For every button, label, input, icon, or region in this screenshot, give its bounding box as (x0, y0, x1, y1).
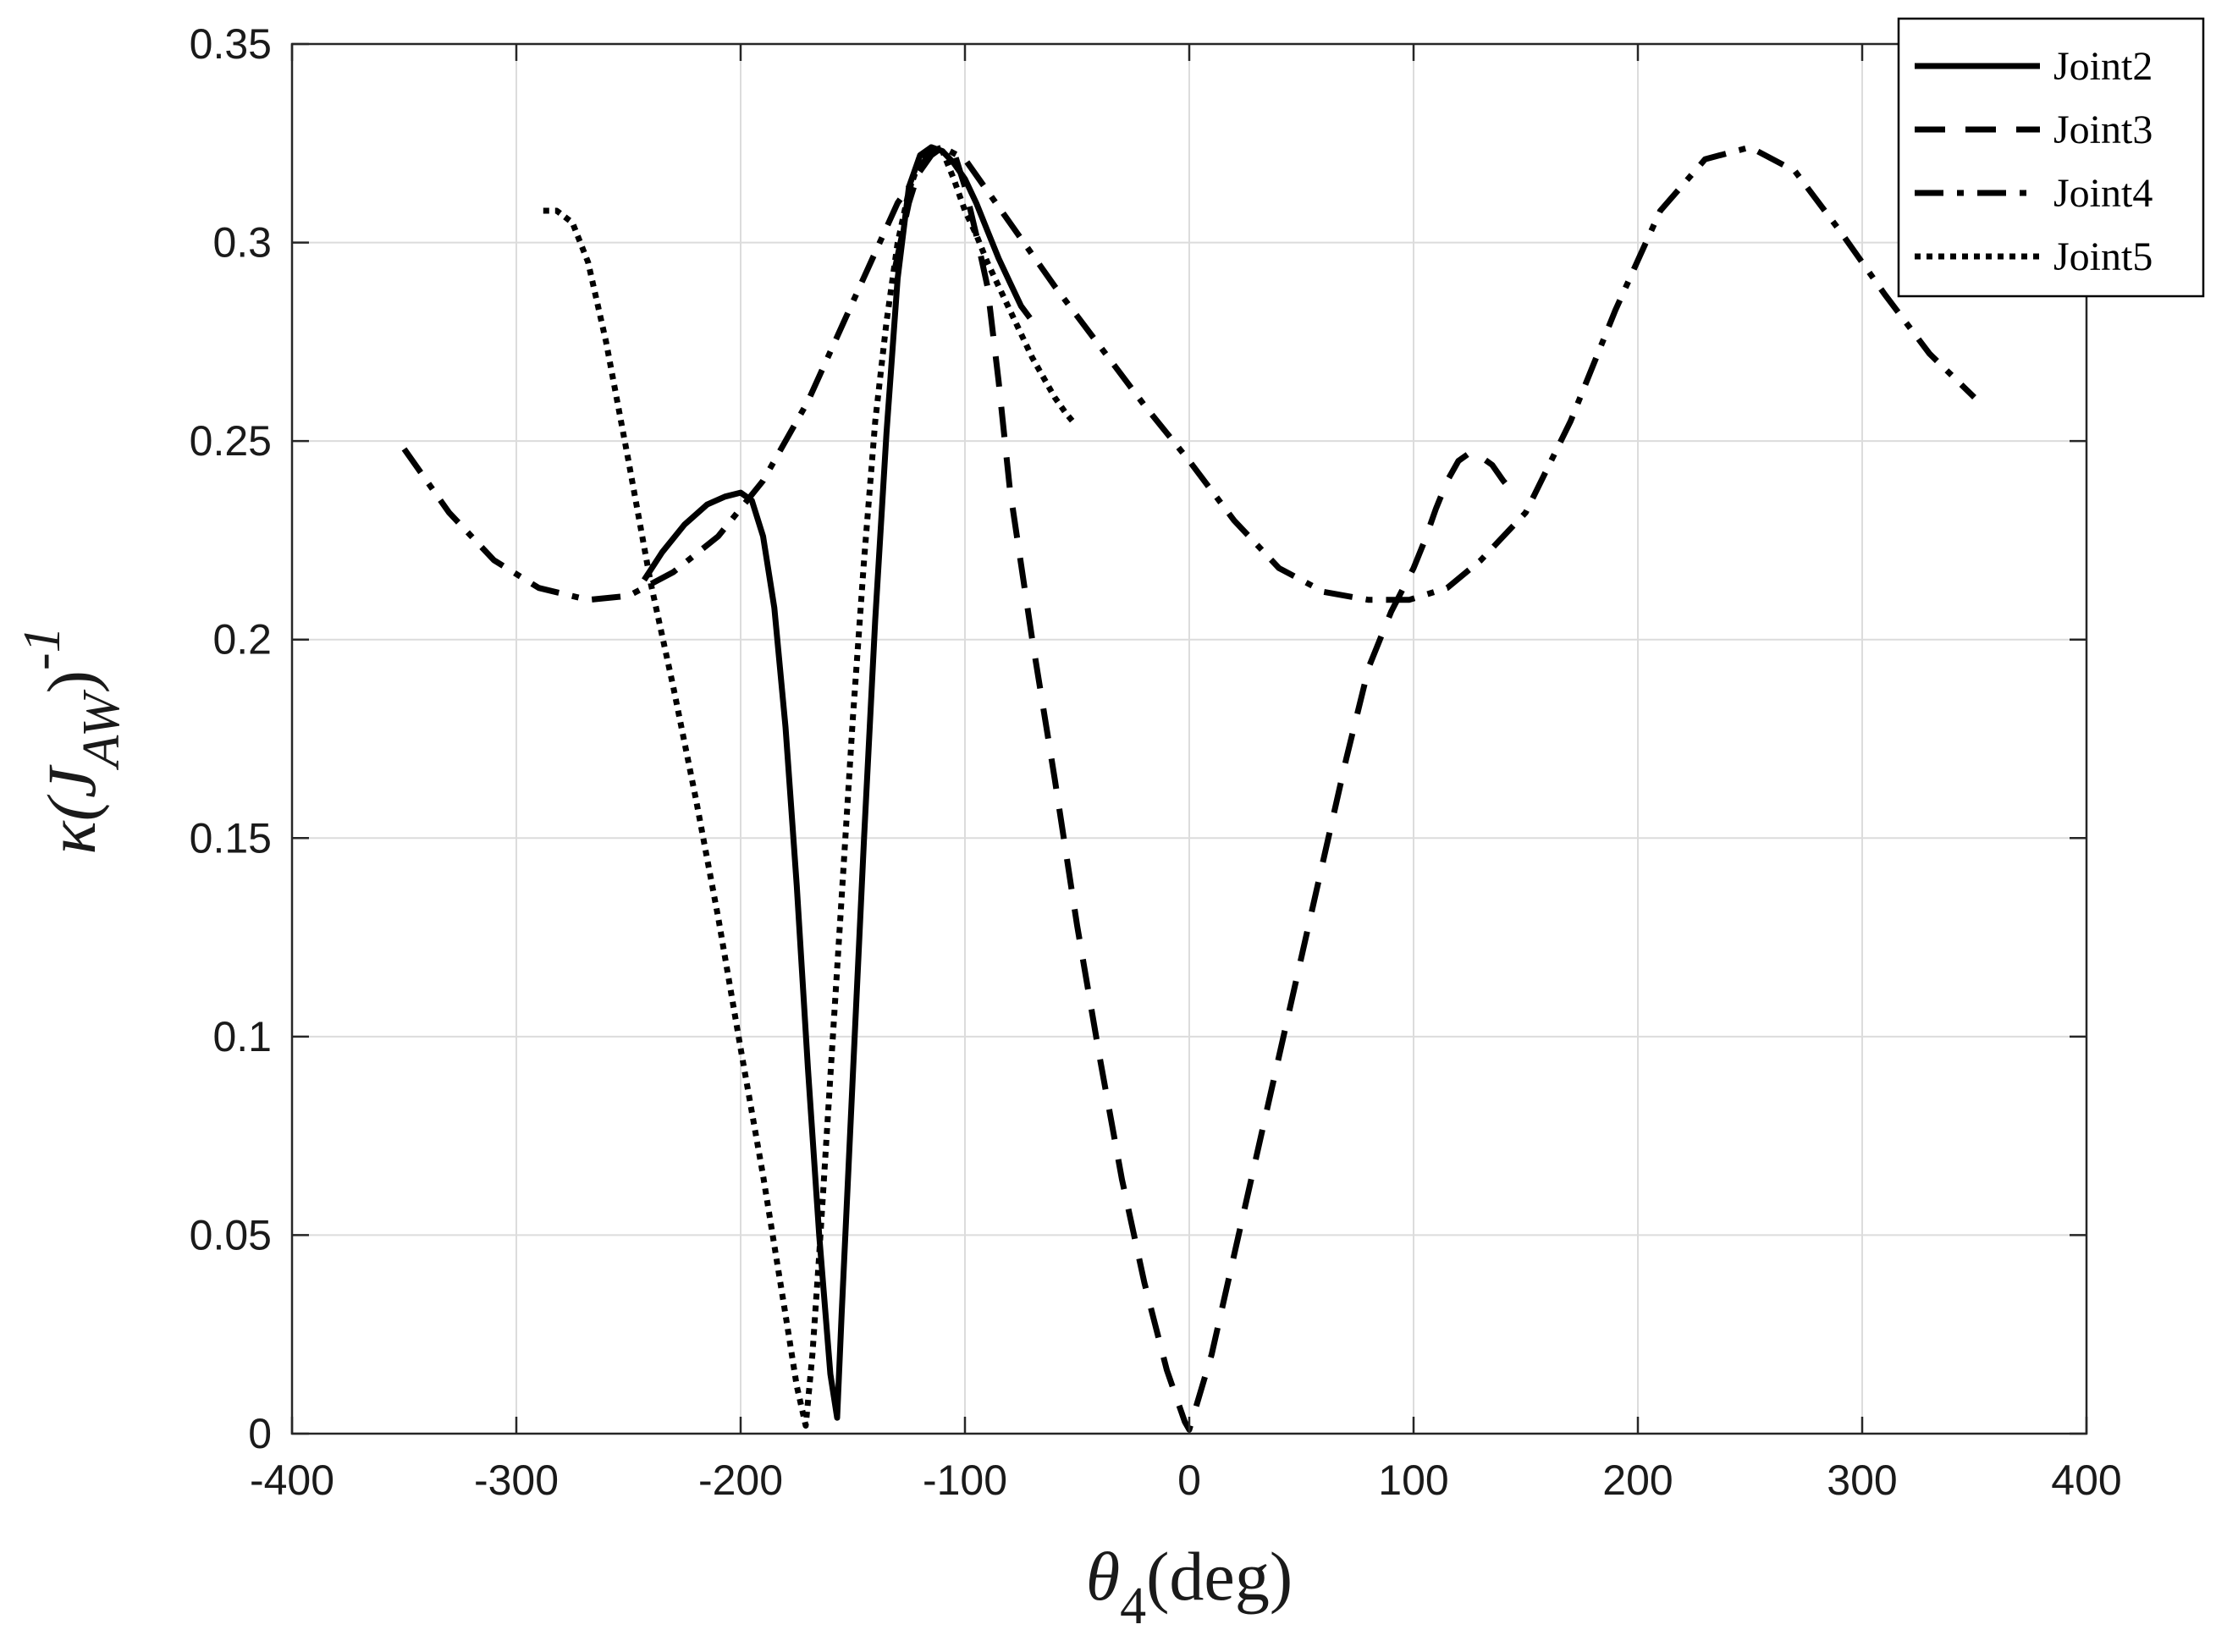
y-axis-title-subscript: AW (73, 689, 130, 771)
series-line-joint2 (642, 144, 1033, 1421)
tick-labels: -400 -300 -200 -100 0 100 200 300 400 0 0.05 0.1 0.1… (190, 20, 2122, 1504)
x-tick-label: 100 (1378, 1457, 1448, 1504)
x-tick-label: -400 (250, 1457, 334, 1504)
x-tick-label: -100 (923, 1457, 1007, 1504)
series-line-joint4 (401, 144, 1976, 603)
legend-label-joint2: Joint2 (2053, 44, 2153, 89)
y-tick-label: 0.05 (190, 1211, 272, 1258)
ticks (290, 42, 2088, 1435)
x-tick-label: -200 (698, 1457, 783, 1504)
x-axis-title-unit: (deg) (1146, 1538, 1293, 1615)
legend: Joint2 Joint3 Joint4 Joint5 (1897, 17, 2205, 298)
x-tick-label: 200 (1602, 1457, 1673, 1504)
x-axis-title-symbol: θ (1086, 1538, 1120, 1615)
y-tick-label: 0.25 (190, 417, 272, 465)
y-axis-title-superscript: -1 (14, 626, 71, 670)
y-tick-label: 0.15 (190, 814, 272, 862)
legend-label-joint5: Joint5 (2053, 234, 2153, 279)
x-tick-label: 400 (2051, 1457, 2121, 1504)
y-axis-title-close: ) (33, 670, 110, 693)
y-tick-label: 0.35 (190, 20, 272, 68)
x-tick-label: 300 (1827, 1457, 1897, 1504)
y-tick-label: 0.1 (212, 1013, 272, 1060)
legend-label-joint3: Joint3 (2053, 107, 2153, 152)
y-tick-label: 0.2 (212, 616, 272, 664)
x-axis-title-subscript: 4 (1120, 1578, 1146, 1635)
y-tick-label: 0.3 (212, 219, 272, 267)
y-axis-title-prefix: κ(J (33, 764, 110, 855)
y-axis-title: κ(JAW)-1 (14, 626, 130, 854)
x-tick-label: 0 (1177, 1457, 1201, 1504)
legend-label-joint4: Joint4 (2053, 171, 2153, 216)
x-axis-title: θ4(deg) (1086, 1538, 1293, 1635)
y-tick-label: 0 (248, 1410, 272, 1457)
x-tick-label: -300 (474, 1457, 559, 1504)
